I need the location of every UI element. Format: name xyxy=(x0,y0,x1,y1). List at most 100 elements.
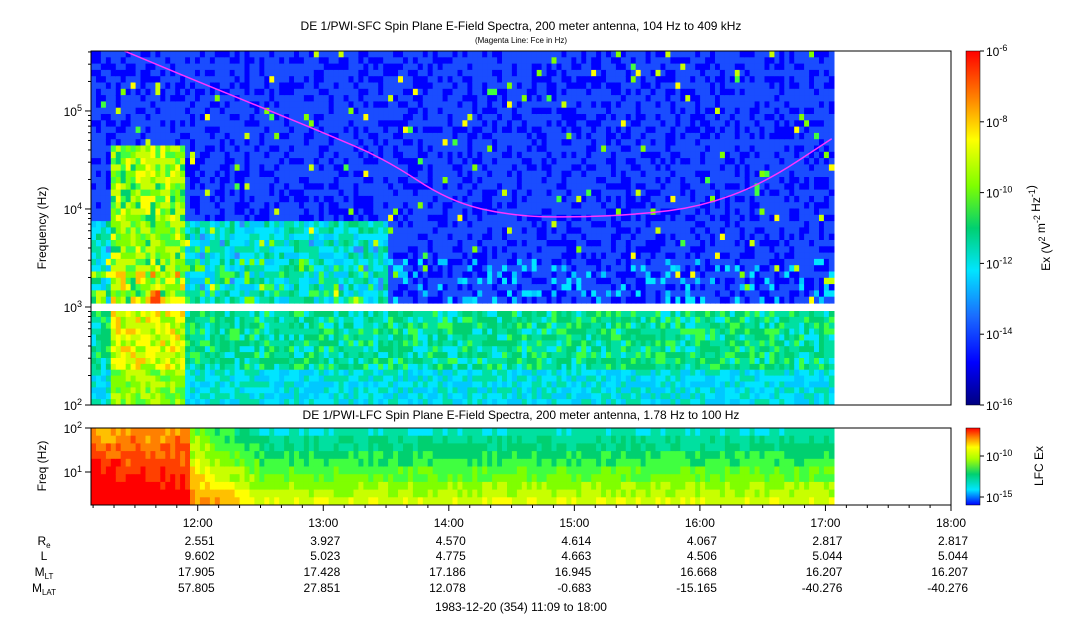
spectrogram-cell xyxy=(91,195,97,203)
spectrogram-cell xyxy=(497,76,503,84)
spectrogram-cell xyxy=(234,328,241,336)
spectrogram-cell xyxy=(308,277,315,285)
spectrogram-cell xyxy=(457,277,464,285)
spectrogram-cell xyxy=(487,57,493,65)
spectrogram-cell xyxy=(229,69,236,77)
spectrogram-cell xyxy=(224,296,231,304)
spectrogram-cell xyxy=(96,346,102,353)
spectrogram-cell xyxy=(353,170,360,178)
spectrogram-cell xyxy=(407,120,414,128)
spectrogram-cell xyxy=(388,277,394,285)
spectrogram-cell xyxy=(452,290,459,298)
spectrogram-cell xyxy=(185,63,191,71)
spectrogram-cell xyxy=(165,311,171,318)
spectrogram-cell xyxy=(511,246,518,254)
spectrogram-cell xyxy=(289,322,295,330)
spectrogram-cell xyxy=(204,271,211,279)
spectrogram-cell xyxy=(333,195,340,203)
spectrogram-cell xyxy=(457,51,464,58)
spectrogram-cell xyxy=(333,170,340,178)
spectrogram-cell xyxy=(393,214,399,222)
spectrogram-cell xyxy=(521,195,528,203)
spectrogram-cell xyxy=(521,296,528,304)
spectrogram-cell xyxy=(452,322,459,330)
spectrogram-cell xyxy=(353,76,360,84)
spectrogram-cell xyxy=(472,82,478,90)
spectrogram-cell xyxy=(130,208,137,216)
spectrogram-cell xyxy=(140,202,147,210)
spectrogram-cell xyxy=(477,145,483,153)
spectrogram-cell xyxy=(120,233,127,241)
spectrogram-cell xyxy=(209,358,216,365)
spectrogram-cell xyxy=(199,322,206,330)
spectrogram-cell xyxy=(219,208,226,216)
spectrogram-cell xyxy=(313,381,320,388)
spectrogram-cell xyxy=(135,177,142,184)
spectrogram-cell xyxy=(437,340,444,347)
spectrogram-cell xyxy=(170,363,176,371)
spectrogram-cell xyxy=(155,151,161,159)
spectrogram-cell xyxy=(511,221,518,228)
spectrogram-cell xyxy=(294,63,300,71)
spectrogram-cell xyxy=(393,352,399,359)
spectrogram-cell xyxy=(338,164,345,172)
spectrogram-cell xyxy=(91,399,97,405)
spectrogram-cell xyxy=(269,311,275,318)
spectrogram-cell xyxy=(274,202,280,210)
spectrogram-cell xyxy=(170,221,176,228)
spectrogram-cell xyxy=(358,284,364,291)
spectrogram-cell xyxy=(96,82,102,90)
spectrogram-cell xyxy=(412,352,419,359)
spectrogram-cell xyxy=(269,120,275,128)
spectrogram-cell xyxy=(308,352,315,359)
spectrogram-cell xyxy=(398,101,404,109)
spectrogram-cell xyxy=(180,120,186,128)
spectrogram-cell xyxy=(333,387,340,394)
spectrogram-cell xyxy=(467,227,473,235)
spectrogram-cell xyxy=(447,233,454,241)
spectrogram-cell xyxy=(368,284,374,291)
spectrogram-cell xyxy=(432,158,439,165)
spectrogram-cell xyxy=(323,246,330,254)
spectrogram-cell xyxy=(338,322,345,330)
spectrogram-cell xyxy=(170,158,176,165)
spectrogram-cell xyxy=(328,290,335,298)
spectrogram-cell xyxy=(393,271,399,279)
spectrogram-cell xyxy=(105,284,112,291)
spectrogram-cell xyxy=(318,82,325,90)
spectrogram-cell xyxy=(437,164,444,172)
spectrogram-cell xyxy=(373,126,379,134)
spectrogram-cell xyxy=(388,158,394,165)
spectrogram-cell xyxy=(105,214,112,222)
spectrogram-cell xyxy=(417,316,424,324)
spectrogram-cell xyxy=(521,151,528,159)
spectrogram-cell xyxy=(204,132,211,140)
spectrogram-cell xyxy=(313,63,320,71)
spectrogram-cell xyxy=(150,387,156,394)
spectrogram-cell xyxy=(422,358,429,365)
spectrogram-cell xyxy=(511,265,518,273)
spectrogram-cell xyxy=(447,375,454,383)
spectrogram-cell xyxy=(353,214,360,222)
spectrogram-cell xyxy=(229,311,236,318)
spectrogram-cell xyxy=(165,352,171,359)
spectrogram-cell xyxy=(289,393,295,400)
spectrogram-cell xyxy=(516,334,523,341)
spectrogram-cell xyxy=(214,352,221,359)
spectrogram-cell xyxy=(313,399,320,405)
spectrogram-cell xyxy=(209,316,216,324)
spectrogram-cell xyxy=(403,284,409,291)
spectrogram-cell xyxy=(303,381,310,388)
spectrogram-cell xyxy=(497,63,503,71)
spectrogram-cell xyxy=(492,271,498,279)
spectrogram-cell xyxy=(492,170,498,178)
spectrogram-cell xyxy=(264,139,270,147)
spectrogram-cell xyxy=(180,57,186,65)
spectrogram-cell xyxy=(427,107,434,115)
spectrogram-cell xyxy=(170,114,176,121)
spectrogram-cell xyxy=(492,322,498,330)
spectrogram-cell xyxy=(437,170,444,178)
spectrogram-cell xyxy=(477,369,483,377)
spectrogram-cell xyxy=(185,346,191,353)
spectrogram-cell xyxy=(289,202,295,210)
